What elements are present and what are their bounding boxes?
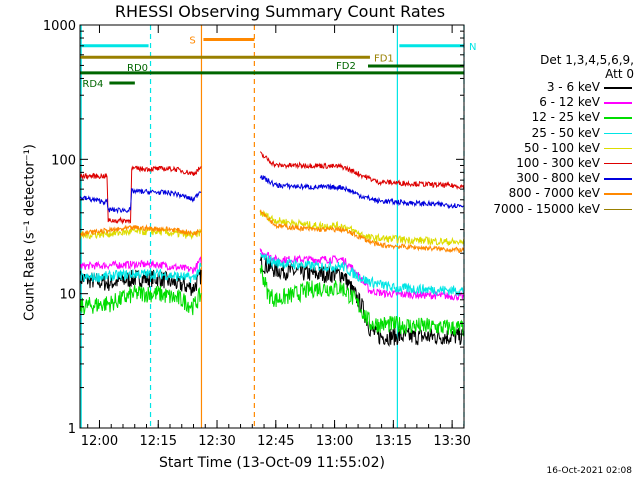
flag-label-fd1: FD1 [374, 53, 394, 64]
series-1-segment-1 [259, 248, 465, 302]
y-tick-label-1: 10 [59, 288, 76, 303]
series-1-segment-0 [79, 256, 202, 274]
flag-label-s: S [189, 35, 195, 46]
series-0-segment-0 [79, 268, 202, 296]
x-tick-label-3: 12:45 [257, 434, 294, 449]
series-5-segment-1 [259, 151, 465, 191]
legend-item: 12 - 25 keV [470, 110, 638, 125]
series-3-segment-0 [79, 262, 202, 284]
legend-item-label: 6 - 12 keV [539, 95, 600, 110]
legend-item-swatch [604, 208, 632, 210]
legend-attenuator: Att 0 [605, 67, 634, 81]
legend-item-label: 7000 - 15000 keV [493, 201, 600, 216]
flag-label-fd2: FD2 [336, 61, 356, 72]
x-tick-label-0: 12:00 [81, 434, 118, 449]
x-tick-label-4: 13:00 [316, 434, 353, 449]
x-tick-label-5: 13:15 [375, 434, 412, 449]
legend-item: 25 - 50 keV [470, 126, 638, 141]
series-7-segment-1 [259, 209, 465, 254]
flag-label-n: N [469, 42, 476, 53]
legend-item: 7000 - 15000 keV [470, 202, 638, 217]
series-3-segment-1 [259, 252, 464, 297]
legend-item-label: 50 - 100 keV [523, 140, 600, 155]
series-6-segment-1 [259, 175, 464, 210]
legend-item-swatch [604, 132, 632, 135]
y-tick-label-3: 1000 [43, 19, 76, 34]
legend-item: 100 - 300 keV [470, 156, 638, 171]
legend-item-swatch [604, 193, 632, 195]
series-4-segment-1 [259, 209, 465, 246]
legend: 3 - 6 keV 6 - 12 keV 12 - 25 keV 25 - 50 ke… [470, 80, 638, 217]
x-tick-label-2: 12:30 [198, 434, 235, 449]
flag-label-rd4: RD4 [82, 79, 103, 90]
legend-item-label: 12 - 25 keV [531, 110, 600, 125]
legend-item-swatch [604, 178, 632, 180]
legend-item: 50 - 100 keV [470, 141, 638, 156]
legend-item: 800 - 7000 keV [470, 186, 638, 201]
legend-header: Det 1,3,4,5,6,9, Att 0 [540, 53, 634, 81]
plot-frame [79, 24, 465, 429]
series-5-segment-0 [79, 165, 202, 225]
legend-detectors: Det 1,3,4,5,6,9, [540, 53, 634, 67]
legend-item-swatch [604, 117, 632, 119]
chart-title: RHESSI Observing Summary Count Rates [114, 2, 446, 21]
y-tick-label-2: 100 [51, 153, 76, 168]
legend-item-swatch [604, 147, 632, 150]
series-7-segment-0 [79, 223, 202, 238]
x-axis-label: Start Time (13-Oct-09 11:55:02) [159, 455, 385, 471]
flag-label-rd0: RD0 [127, 63, 148, 74]
legend-item-swatch [604, 162, 632, 165]
legend-item-label: 300 - 800 keV [516, 171, 600, 186]
y-tick-label-0: 1 [68, 422, 76, 437]
legend-item-label: 3 - 6 keV [546, 80, 600, 94]
x-tick-label-1: 12:15 [140, 434, 177, 449]
x-tick-label-6: 13:30 [433, 434, 470, 449]
legend-item: 3 - 6 keV [470, 80, 638, 95]
series-2-segment-0 [79, 284, 202, 316]
legend-item-label: 800 - 7000 keV [508, 186, 600, 201]
legend-item-swatch [604, 87, 632, 89]
legend-item-label: 25 - 50 keV [531, 125, 600, 140]
legend-item: 6 - 12 keV [470, 95, 638, 110]
generation-timestamp: 16-Oct-2021 02:08 [546, 466, 632, 476]
series-2-segment-1 [259, 264, 465, 337]
legend-item-swatch [604, 102, 632, 104]
y-axis-label: Count Rate (s⁻¹ detector⁻¹) [22, 144, 38, 321]
series-0-segment-1 [259, 255, 465, 347]
series-6-segment-0 [79, 188, 202, 215]
legend-item-label: 100 - 300 keV [516, 155, 600, 170]
legend-item: 300 - 800 keV [470, 171, 638, 186]
